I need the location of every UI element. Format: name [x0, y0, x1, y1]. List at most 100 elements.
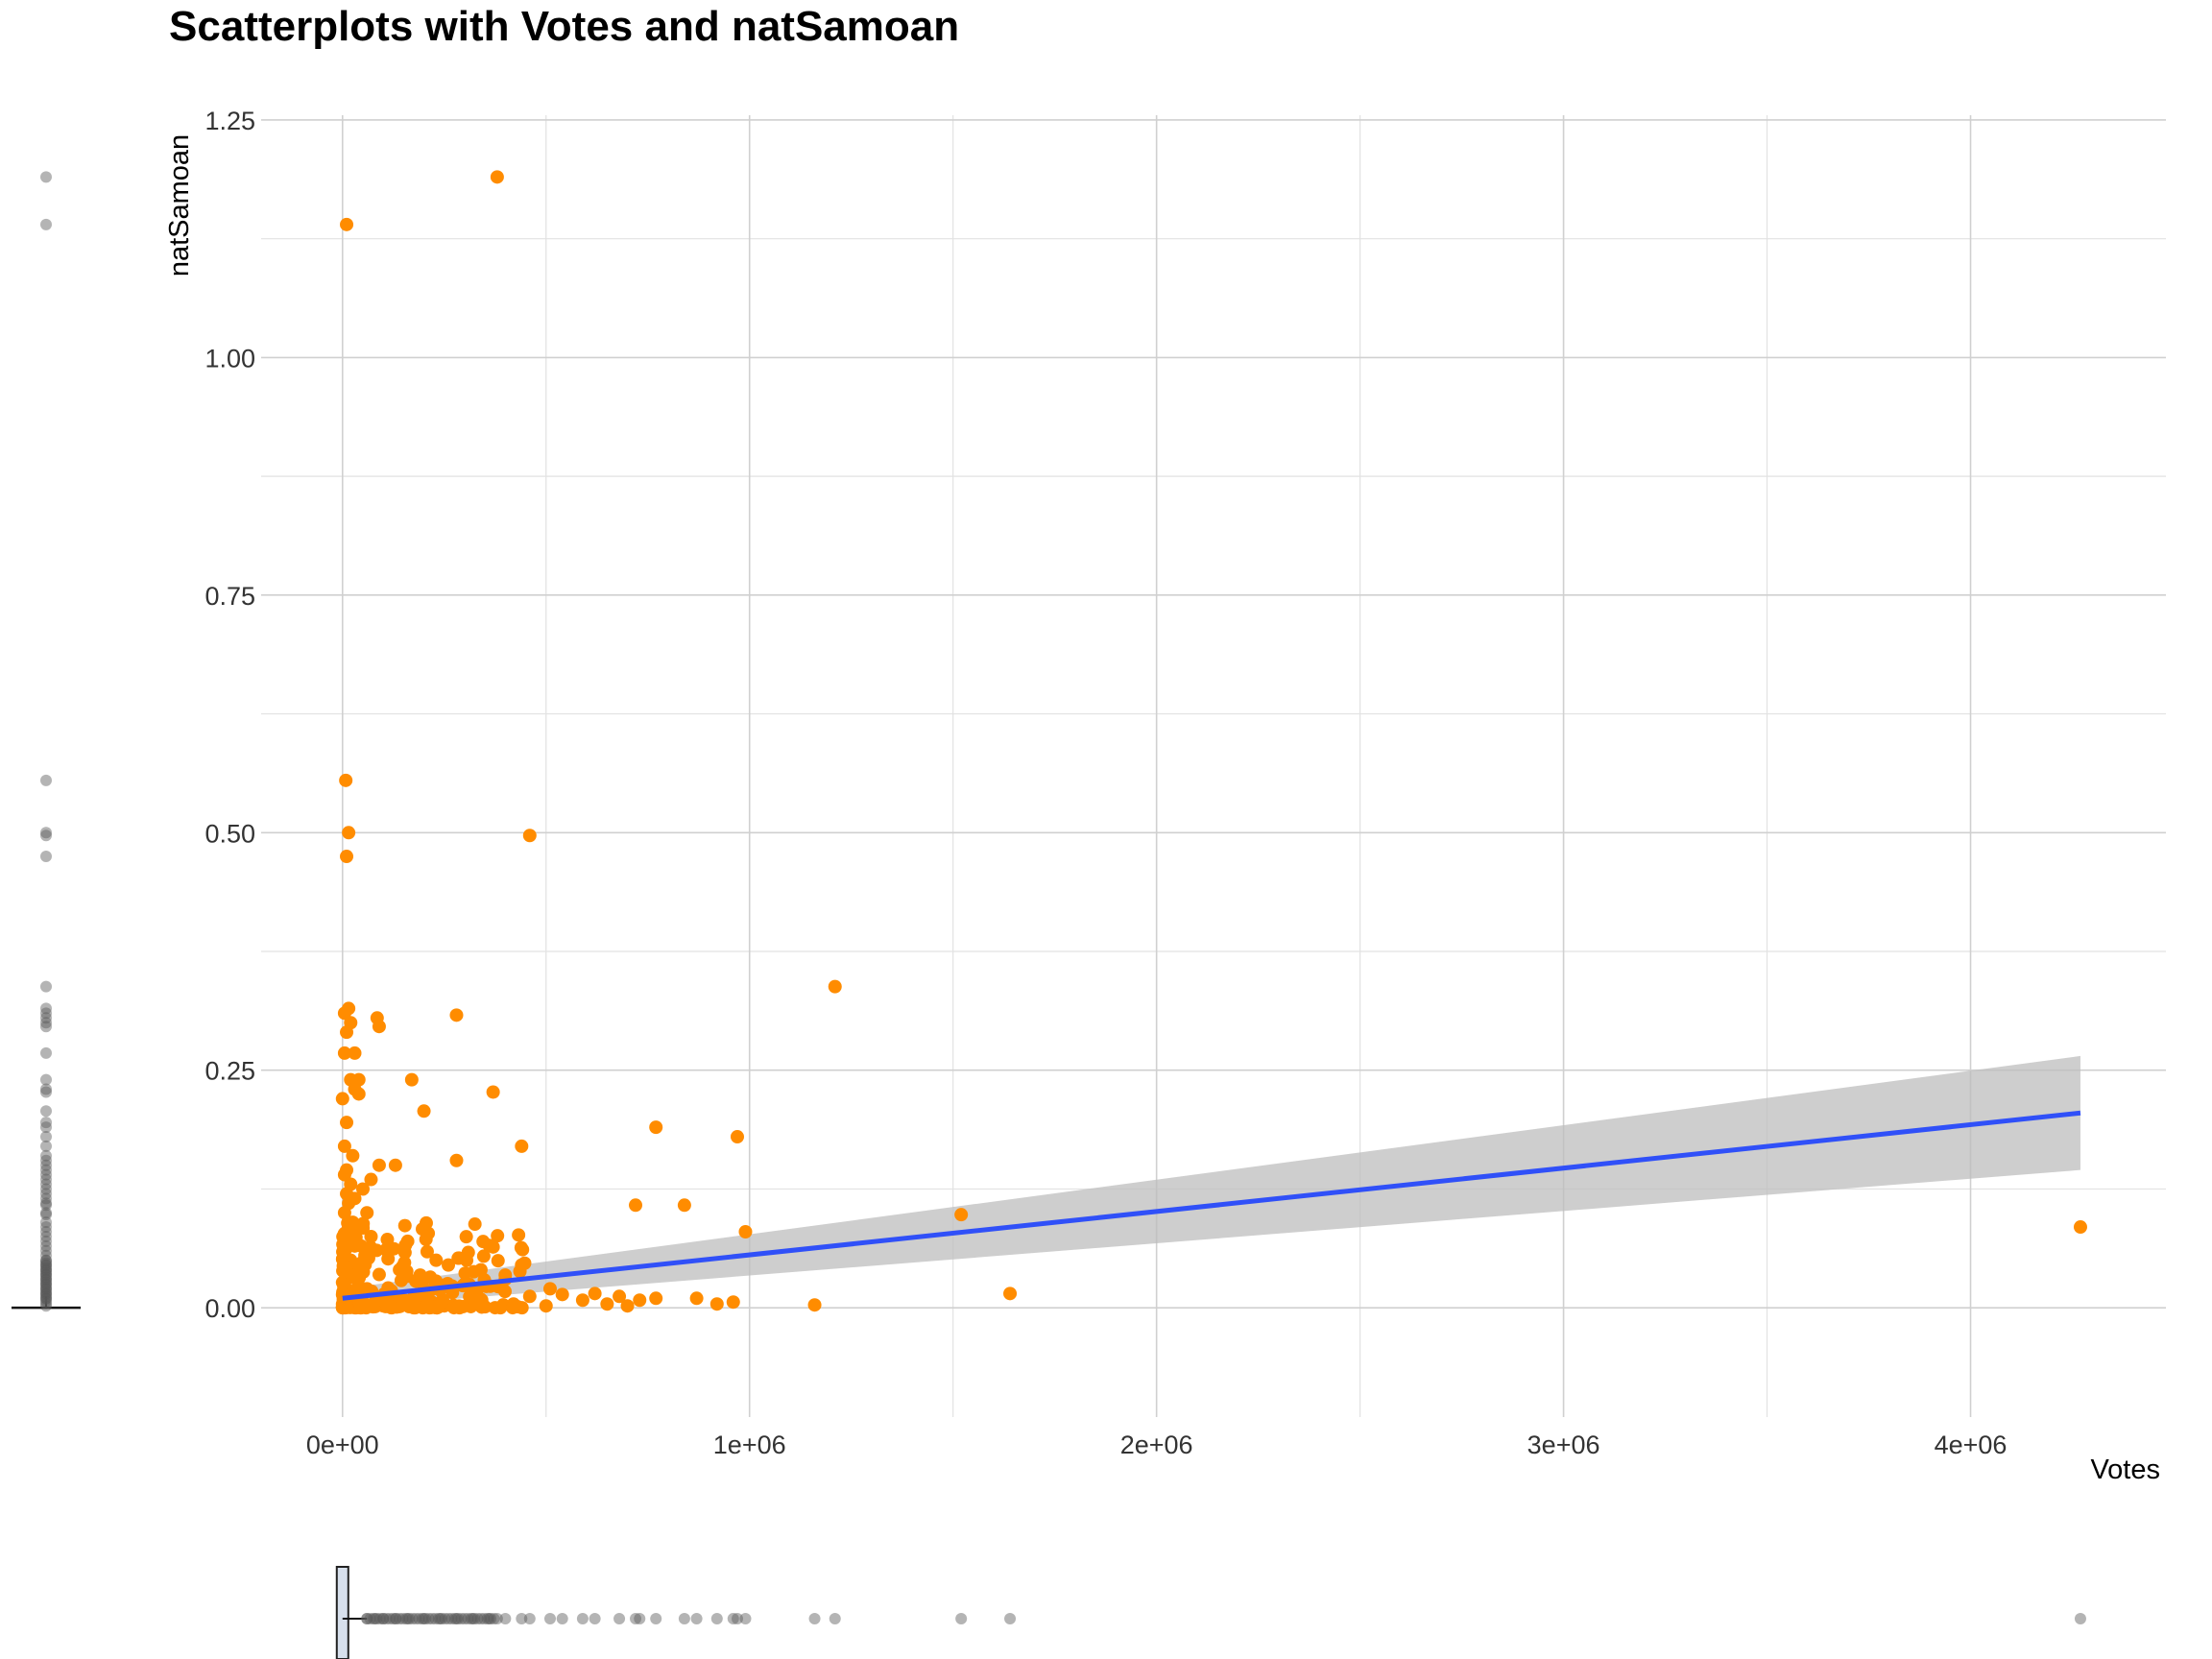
y-tick-label: 0.25 [204, 1057, 255, 1086]
data-point [710, 1297, 724, 1310]
data-point [449, 1154, 463, 1167]
data-point [389, 1159, 402, 1172]
data-point [731, 1130, 744, 1143]
marginal-y-outlier [40, 1047, 52, 1059]
marginal-x-outlier [809, 1613, 821, 1624]
data-point [336, 1092, 349, 1105]
data-point [342, 826, 355, 839]
x-axis-title: Votes [2090, 1455, 2160, 1485]
marginal-x-outlier [544, 1613, 556, 1624]
data-point [649, 1120, 662, 1134]
y-tick-label: 0.00 [204, 1294, 255, 1323]
y-tick-label: 0.75 [204, 582, 255, 611]
data-point [517, 1257, 531, 1270]
data-point [491, 170, 504, 183]
data-point [451, 1252, 465, 1265]
data-point [373, 1020, 386, 1033]
marginal-boxplot-y [12, 171, 81, 1311]
trend-line-layer [343, 1113, 2080, 1298]
data-point [354, 1239, 368, 1253]
data-point [338, 1301, 351, 1314]
marginal-y-outlier [40, 981, 52, 993]
y-tick-label: 0.50 [204, 819, 255, 848]
marginal-x-outlier [679, 1613, 690, 1624]
data-point [340, 850, 353, 863]
data-point [346, 1269, 359, 1283]
marginal-x-outlier [557, 1613, 568, 1624]
y-tick-label: 1.00 [204, 344, 255, 373]
data-point [556, 1287, 569, 1301]
data-point [483, 1238, 496, 1252]
data-point [336, 1252, 349, 1265]
data-point [398, 1238, 412, 1252]
data-point [396, 1293, 409, 1307]
data-point [358, 1258, 372, 1271]
marginal-y-outlier [40, 171, 52, 182]
data-point [379, 1243, 393, 1257]
y-tick-label: 1.25 [204, 107, 255, 135]
data-point [449, 1008, 463, 1022]
marginal-x-outlier [488, 1613, 499, 1624]
data-point [450, 1301, 464, 1314]
data-point [808, 1298, 822, 1311]
data-point [492, 1254, 505, 1267]
marginal-x-outlier [739, 1613, 751, 1624]
x-tick-label: 4e+06 [1935, 1431, 2008, 1459]
x-tick-label: 3e+06 [1527, 1431, 1600, 1459]
marginal-x-outlier [613, 1613, 625, 1624]
marginal-x-box [337, 1567, 349, 1659]
marginal-x-outlier [691, 1613, 703, 1624]
data-point [506, 1301, 519, 1314]
data-point [633, 1293, 646, 1307]
data-point [373, 1268, 386, 1282]
data-point [954, 1208, 968, 1221]
marginal-x-outlier [499, 1613, 511, 1624]
chart-title: Scatterplots with Votes and natSamoan [169, 3, 959, 50]
data-point [421, 1227, 435, 1240]
data-point [649, 1291, 662, 1305]
data-point [512, 1228, 525, 1241]
data-point [727, 1295, 740, 1309]
data-point [589, 1286, 602, 1300]
data-point [468, 1265, 481, 1279]
data-point [349, 1046, 362, 1060]
marginal-y-outlier [40, 830, 52, 841]
data-point [340, 1116, 353, 1129]
marginal-x-outlier [955, 1613, 967, 1624]
data-point [493, 1301, 507, 1314]
marginal-x-outlier [711, 1613, 723, 1624]
data-point [576, 1293, 589, 1307]
data-point [405, 1073, 419, 1087]
marginal-y-outlier [40, 219, 52, 230]
data-point [829, 980, 842, 994]
data-point [523, 1289, 537, 1303]
marginal-y-outlier [40, 1255, 52, 1266]
x-tick-label: 1e+06 [713, 1431, 786, 1459]
marginal-x-outlier [589, 1613, 601, 1624]
data-point [621, 1299, 635, 1312]
data-point [460, 1230, 473, 1243]
trend-line [343, 1113, 2080, 1298]
data-point [373, 1159, 386, 1172]
data-point [398, 1219, 412, 1233]
data-point [487, 1085, 500, 1098]
x-axis-ticks: 0e+00 1e+06 2e+06 3e+06 4e+06 [306, 1431, 2008, 1459]
data-point [475, 1299, 489, 1312]
data-point [346, 1149, 359, 1163]
x-tick-label: 0e+00 [306, 1431, 379, 1459]
data-point [418, 1104, 431, 1118]
data-point [2074, 1220, 2087, 1234]
data-point [340, 1025, 353, 1039]
marginal-y-outlier [40, 1086, 52, 1097]
data-point [339, 774, 352, 787]
y-axis-ticks: 0.00 0.25 0.50 0.75 1.00 1.25 [204, 107, 255, 1323]
data-point [600, 1297, 613, 1310]
data-point [352, 1087, 366, 1100]
data-point [338, 1227, 351, 1240]
data-point [469, 1217, 482, 1231]
data-point [400, 1264, 414, 1278]
marginal-y-outlier [40, 851, 52, 862]
data-point [340, 218, 353, 231]
data-point [678, 1198, 691, 1212]
